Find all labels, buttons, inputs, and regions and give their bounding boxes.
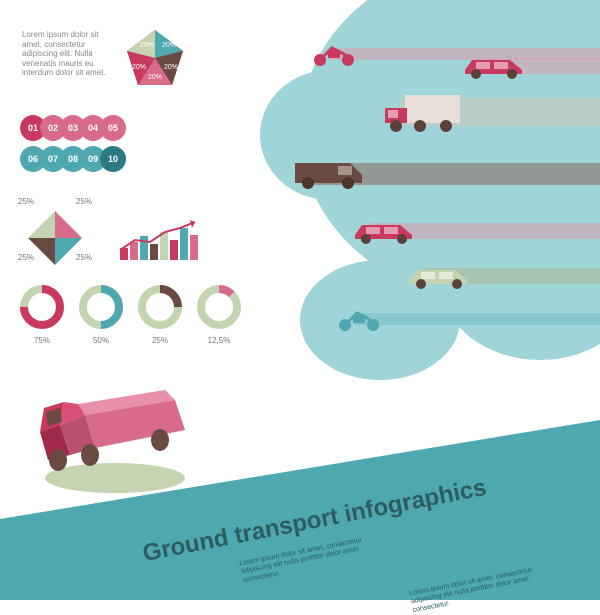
svg-text:20%: 20% — [140, 42, 154, 49]
donut-chart: 75% — [20, 285, 64, 345]
motorcycle-icon — [335, 305, 385, 338]
truck-icon — [380, 90, 470, 140]
number-circles: 0102030405 0607080910 — [20, 115, 120, 177]
sedan-icon — [350, 215, 420, 250]
number-circle: 10 — [100, 146, 126, 172]
infographic-canvas: Lorem ipsum dolor sit amet, consectetur … — [0, 0, 600, 600]
van-icon — [290, 155, 370, 195]
bar-chart — [110, 210, 210, 275]
number-circle: 05 — [100, 115, 126, 141]
sedan-icon — [405, 260, 475, 295]
svg-text:20%: 20% — [148, 74, 162, 81]
lorem-top: Lorem ipsum dolor sit amet, consectetur … — [22, 30, 112, 78]
title-area: Ground transport infographics Lorem ipsu… — [0, 420, 600, 600]
car-icon — [460, 50, 530, 85]
motorcycle-icon — [310, 40, 360, 73]
svg-text:20%: 20% — [132, 64, 146, 71]
svg-text:20%: 20% — [164, 64, 178, 71]
diamond-chart: 25% 25% 25% 25% — [20, 195, 90, 278]
donut-chart: 25% — [138, 285, 182, 345]
donut-chart: 50% — [79, 285, 123, 345]
vehicle-trail — [355, 313, 600, 325]
donut-charts: 75% 50% 25% 12,5% — [20, 285, 241, 345]
pentagon-chart: 20% 20% 20% 20% 20% — [120, 25, 190, 100]
donut-chart: 12,5% — [197, 285, 241, 345]
svg-text:20%: 20% — [162, 42, 176, 49]
